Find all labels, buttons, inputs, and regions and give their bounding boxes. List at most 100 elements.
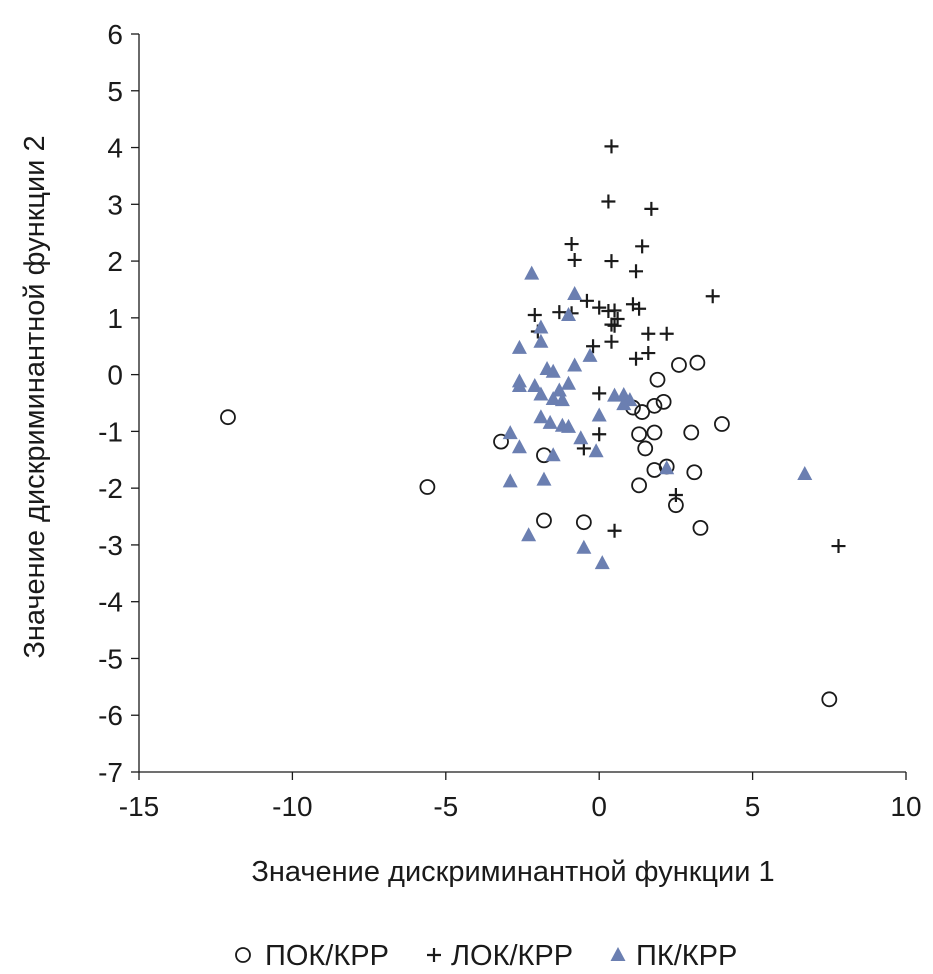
point-pk (594, 555, 610, 570)
legend-marker-shape (427, 948, 441, 962)
point-lok (604, 334, 619, 349)
legend-marker-shape (610, 947, 626, 961)
legend-item-pk: ПК/КРР (610, 940, 737, 972)
legend-marker-circle-icon (235, 947, 251, 963)
point-pk (533, 409, 549, 424)
x-tick-label: 0 (591, 791, 607, 822)
y-tick-label: 3 (107, 189, 123, 220)
point-pok (821, 691, 838, 708)
point-lok (644, 201, 659, 216)
point-pk (797, 465, 813, 480)
point-pok (637, 440, 654, 457)
point-pk (511, 439, 527, 454)
y-tick-label: -5 (98, 643, 123, 674)
point-pok (686, 464, 703, 481)
point-lok (604, 254, 619, 269)
point-pk (659, 460, 675, 475)
axes (138, 34, 906, 773)
point-lok (632, 301, 647, 316)
point-pok (634, 404, 651, 420)
legend-label-pk: ПК/КРР (636, 940, 737, 972)
point-lok (705, 289, 720, 304)
x-tick-label: 10 (890, 791, 921, 822)
point-pok (689, 354, 706, 371)
legend-marker-plus-icon (427, 948, 441, 962)
point-pok (493, 433, 509, 450)
point-pk (616, 396, 632, 411)
point-lok (564, 237, 579, 252)
y-tick-label: 6 (107, 19, 123, 50)
point-pk (591, 407, 607, 422)
point-pk (588, 443, 604, 458)
y-axis-ticks: 6 5 4 3 2 1 0 -1 -2 -3 -4 -5 -6 -7 (98, 19, 139, 788)
point-pok (683, 424, 700, 441)
x-tick-label: 5 (745, 791, 761, 822)
x-axis-ticks: -15 -10 -5 0 5 10 (119, 772, 922, 822)
point-lok (659, 326, 674, 341)
point-pk (533, 386, 549, 401)
point-pk (561, 307, 577, 322)
y-tick-label: -7 (98, 757, 123, 788)
point-lok (635, 239, 650, 254)
point-pk (554, 392, 570, 407)
point-lok (592, 386, 607, 401)
point-lok (604, 317, 619, 332)
point-pk (536, 471, 552, 486)
point-pk (502, 473, 518, 488)
point-lok (586, 339, 601, 354)
point-lok (629, 351, 644, 366)
point-pk (576, 539, 592, 554)
y-tick-label: -6 (98, 700, 123, 731)
legend: ПОК/КРР ЛОК/КРР ПК/КРР (235, 940, 737, 972)
x-axis-title: Значение дискриминантной функции 1 (251, 856, 774, 888)
legend-item-lok: ЛОК/КРР (427, 940, 573, 972)
x-tick-label: -5 (433, 791, 458, 822)
point-lok (552, 305, 567, 320)
point-pk (561, 418, 577, 433)
point-lok (629, 264, 644, 279)
point-pk (542, 414, 558, 429)
legend-label-lok: ЛОК/КРР (451, 940, 573, 972)
data-points (220, 139, 846, 708)
point-pok (220, 409, 236, 426)
x-tick-label: -15 (119, 791, 159, 822)
point-lok (527, 308, 542, 323)
point-pk (573, 430, 589, 445)
y-axis-title: Значение дискриминантной функции 2 (19, 135, 51, 658)
point-pok (671, 357, 687, 373)
point-pk (511, 377, 527, 392)
point-lok (592, 300, 607, 315)
point-lok (604, 139, 619, 154)
point-lok (641, 326, 656, 341)
y-tick-label: -3 (98, 530, 123, 561)
y-tick-label: -2 (98, 473, 123, 504)
point-lok (607, 523, 622, 538)
y-tick-label: 0 (107, 360, 123, 391)
point-lok (607, 303, 622, 318)
y-tick-label: 5 (107, 76, 123, 107)
point-pok (536, 512, 552, 529)
point-pk (561, 375, 577, 390)
point-pk (524, 265, 540, 280)
y-tick-label: 1 (107, 303, 123, 334)
point-pok (714, 416, 730, 432)
point-pk (567, 286, 583, 301)
point-lok (831, 539, 846, 554)
point-pk (511, 339, 527, 354)
point-lok (641, 346, 656, 361)
point-pk (582, 347, 598, 362)
point-pok (646, 397, 663, 414)
point-pk (545, 363, 561, 378)
point-pk (533, 333, 549, 348)
point-pk (502, 425, 518, 440)
point-lok (567, 252, 582, 267)
legend-marker-shape (235, 947, 251, 963)
point-pk (551, 382, 567, 397)
point-pok (419, 479, 436, 495)
x-tick-label: -10 (272, 791, 312, 822)
y-tick-label: 4 (107, 133, 123, 164)
point-lok (579, 293, 594, 308)
point-lok (668, 487, 683, 502)
point-lok (601, 194, 616, 209)
legend-label-pok: ПОК/КРР (265, 940, 389, 972)
